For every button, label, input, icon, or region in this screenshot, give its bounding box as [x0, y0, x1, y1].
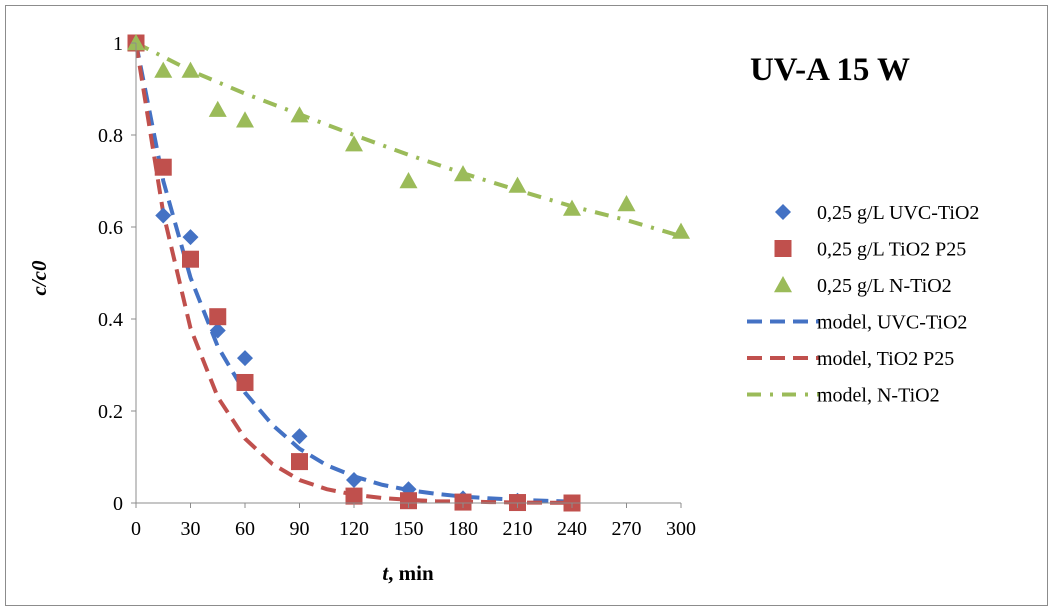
data-point-square	[209, 308, 227, 326]
data-point-diamond	[209, 322, 226, 339]
x-tick-label: 270	[612, 518, 642, 540]
y-tick-label: 1	[113, 33, 123, 55]
legend-entry-label: 0,25 g/L N-TiO2	[817, 275, 952, 297]
y-axis-title: c/c0	[27, 260, 51, 295]
data-point-diamond	[155, 207, 172, 224]
x-tick-label: 90	[290, 518, 310, 540]
y-axis-ticks: 0 0.2 0.4 0.6 0.8 1	[98, 33, 136, 515]
data-point-square	[236, 373, 254, 391]
data-point-triangle	[345, 135, 363, 152]
chart-area: 0 30 60 90 120 150 180 210 240 270 300 0 0.2 0.4 0.6 0…	[5, 5, 1048, 606]
legend: 0,25 g/L UVC-TiO2 0,25 g/L TiO2 P25 0,25 g…	[747, 202, 979, 407]
data-point-square	[182, 250, 199, 268]
legend-entry-label: 0,25 g/L TiO2 P25	[817, 239, 966, 261]
x-tick-label: 0	[131, 518, 141, 540]
data-point-diamond	[182, 229, 199, 246]
data-point-square	[345, 487, 363, 505]
data-point-triangle	[454, 165, 472, 182]
data-point-triangle	[672, 222, 690, 239]
y-tick-label: 0.4	[98, 309, 123, 331]
series-line	[134, 42, 573, 505]
legend-entry-label: 0,25 g/L UVC-TiO2	[817, 202, 979, 224]
x-tick-label: 240	[557, 518, 587, 540]
y-tick-label: 0	[113, 493, 123, 515]
data-point-diamond	[291, 428, 308, 445]
x-axis-ticks: 0 30 60 90 120 150 180 210 240 270 300	[131, 503, 696, 540]
legend-symbol-triangle	[774, 276, 792, 293]
plot-layer	[127, 34, 690, 512]
x-axis-title-unit: , min	[388, 561, 434, 585]
x-axis-title-variable: t	[382, 561, 389, 585]
data-point-square	[454, 493, 472, 511]
data-point-square	[291, 453, 308, 471]
series-line	[134, 42, 573, 504]
y-tick-label: 0.6	[98, 217, 123, 239]
x-tick-label: 150	[394, 518, 424, 540]
legend-symbol-square	[774, 240, 792, 257]
chart-title: UV-A 15 W	[750, 52, 910, 88]
series-line	[135, 41, 682, 239]
x-tick-label: 210	[503, 518, 533, 540]
x-tick-label: 60	[235, 518, 255, 540]
data-point-triangle	[399, 172, 418, 189]
x-tick-label: 180	[448, 518, 478, 540]
x-axis-title: t, min	[382, 561, 434, 585]
x-tick-label: 120	[339, 518, 369, 540]
data-point-triangle	[508, 176, 527, 193]
x-tick-label: 300	[666, 518, 696, 540]
data-point-triangle	[154, 61, 173, 78]
x-tick-label: 30	[181, 518, 201, 540]
data-point-triangle	[563, 199, 581, 216]
y-tick-label: 0.8	[98, 125, 123, 147]
legend-entry-label: model, N-TiO2	[817, 385, 940, 407]
data-point-square	[154, 158, 172, 176]
data-point-triangle	[208, 100, 227, 117]
chart-svg: 0 30 60 90 120 150 180 210 240 270 300 00.20.40.60…	[27, 33, 979, 585]
data-point-triangle	[617, 195, 636, 212]
data-point-triangle	[290, 106, 309, 123]
legend-symbol-diamond	[775, 204, 791, 220]
data-point-triangle	[127, 34, 145, 51]
legend-entry-label: model, UVC-TiO2	[817, 312, 967, 334]
legend-entry-label: model, TiO2 P25	[817, 348, 954, 370]
data-point-square	[400, 492, 417, 510]
data-point-triangle	[181, 61, 200, 78]
data-point-triangle	[236, 111, 254, 128]
data-point-diamond	[237, 350, 253, 367]
y-tick-label: 0.2	[98, 401, 123, 423]
data-point-diamond	[346, 472, 362, 488]
